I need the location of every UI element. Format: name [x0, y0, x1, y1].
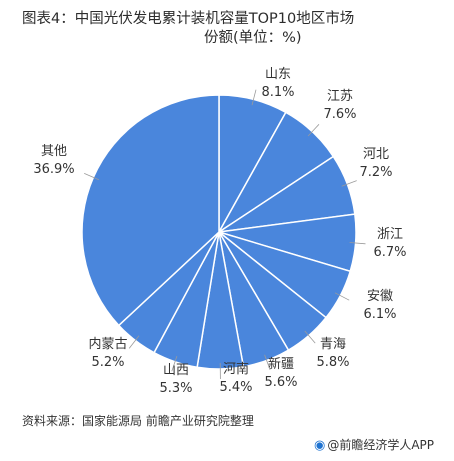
slice-value-7: 5.6%: [264, 375, 297, 390]
chart-title-line2: 份额(单位：%): [204, 30, 302, 46]
slice-value-10: 5.2%: [91, 355, 124, 370]
leader-line-7: [264, 354, 271, 370]
slice-value-11: 36.9%: [33, 162, 74, 177]
leader-line-4: [349, 242, 366, 245]
slice-label-1: 山东: [265, 67, 291, 82]
leader-line-2: [307, 124, 320, 137]
slice-value-1: 8.1%: [261, 85, 294, 100]
slice-value-5: 6.1%: [363, 307, 396, 322]
leader-line-9: [171, 355, 178, 372]
slice-value-9: 5.3%: [159, 381, 192, 396]
slice-value-3: 7.2%: [359, 165, 392, 180]
slice-value-4: 6.7%: [373, 245, 406, 260]
leader-line-10: [128, 335, 140, 349]
slice-label-6: 青海: [320, 337, 346, 352]
leader-line-3: [341, 180, 357, 187]
slice-label-8: 河南: [223, 361, 249, 377]
watermark-text: @前瞻经济学人APP: [327, 438, 434, 452]
slice-label-4: 浙江: [377, 227, 403, 242]
watermark: ◉ @前瞻经济学人APP: [314, 436, 434, 453]
slice-value-6: 5.8%: [316, 355, 349, 370]
source-note: 资料来源：国家能源局 前瞻产业研究院整理: [22, 414, 254, 428]
slice-label-10: 内蒙古: [88, 336, 127, 352]
slice-value-8: 5.4%: [219, 380, 252, 395]
slice-label-3: 河北: [363, 147, 389, 162]
chart-title-line1: 图表4：中国光伏发电累计装机容量TOP10地区市场: [22, 11, 355, 27]
slice-label-5: 安徽: [367, 289, 393, 304]
slice-label-9: 山西: [163, 363, 189, 378]
chart-title: 图表4：中国光伏发电累计装机容量TOP10地区市场 份额(单位：%): [22, 10, 442, 48]
leader-line-11: [84, 173, 100, 181]
leader-line-1: [251, 89, 257, 106]
slice-value-2: 7.6%: [323, 107, 356, 122]
slice-label-7: 新疆: [268, 356, 294, 372]
leader-line-6: [304, 330, 316, 344]
slice-label-2: 江苏: [327, 88, 353, 104]
brand-icon: ◉: [313, 438, 326, 453]
leader-line-5: [334, 292, 350, 301]
slice-label-11: 其他: [41, 144, 67, 159]
